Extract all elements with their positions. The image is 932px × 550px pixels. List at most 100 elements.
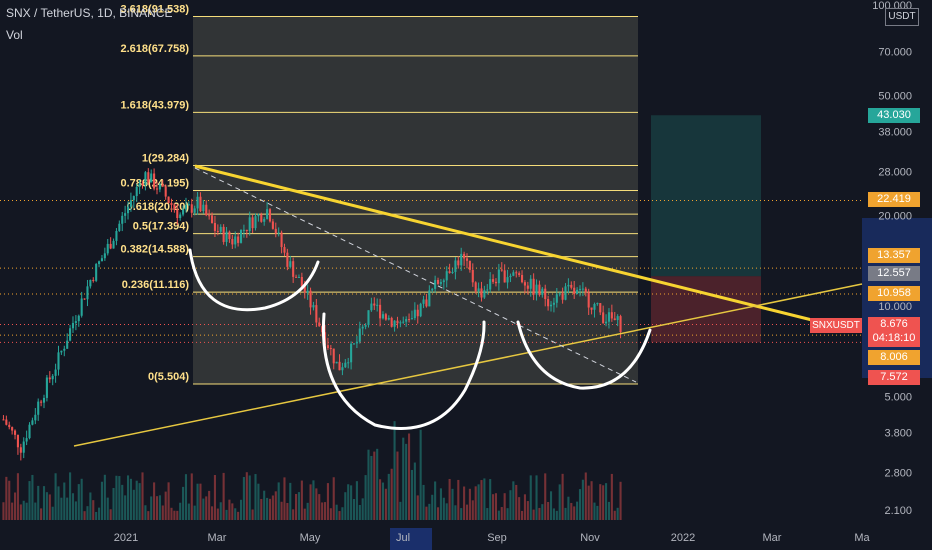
volume-bar (135, 480, 138, 520)
fib-label: 0.236(11.116) (122, 279, 190, 291)
volume-bar (593, 502, 596, 520)
candle (613, 318, 616, 321)
volume-bar (71, 493, 75, 520)
candle (121, 215, 124, 224)
volume-bar (234, 508, 237, 520)
candle (602, 312, 605, 324)
candle (182, 209, 185, 215)
candle (126, 206, 130, 214)
volume-bar (22, 500, 25, 520)
candle (347, 362, 350, 364)
volume-bar (121, 484, 124, 520)
fib-label: 0.5(17.394) (133, 221, 190, 233)
candle (297, 276, 301, 278)
candle (370, 303, 373, 311)
volume-bar (570, 502, 573, 520)
candle (11, 427, 14, 431)
candle (547, 299, 550, 307)
candle (312, 305, 315, 308)
candle (489, 279, 492, 290)
candle (199, 196, 202, 212)
candle (335, 361, 338, 364)
volume-bar (16, 473, 19, 520)
volume-bar (173, 510, 176, 520)
candle (445, 271, 448, 281)
volume-bar (515, 484, 518, 520)
candle (535, 284, 538, 295)
volume-bar (182, 486, 185, 520)
candle (361, 326, 364, 329)
candle (89, 279, 92, 287)
candle (202, 204, 205, 212)
y-tick-label: 28.000 (878, 166, 912, 178)
candle (506, 277, 509, 283)
candle (358, 328, 361, 342)
position-target-zone (651, 115, 761, 277)
candle (242, 229, 245, 231)
volume-bar (150, 496, 153, 520)
candle (51, 375, 54, 380)
volume-bar (358, 504, 361, 520)
candle (144, 172, 147, 185)
volume-bar (124, 495, 127, 520)
candles (2, 168, 622, 461)
volume-bar (74, 501, 77, 520)
candle (616, 316, 619, 321)
volume-bar (474, 486, 477, 520)
candle (92, 279, 95, 281)
candle (176, 209, 179, 219)
candle (225, 231, 228, 242)
y-tick-label: 5.000 (884, 392, 912, 404)
volume-bar (544, 473, 547, 520)
volume-bar (309, 484, 312, 520)
descending-trendline (194, 164, 813, 322)
candle (28, 424, 31, 439)
candle (83, 298, 86, 300)
fib-label: 0.618(20.20) (127, 201, 190, 213)
volume-bar (57, 486, 60, 520)
candle (373, 303, 376, 306)
fib-label: 1.618(43.979) (121, 99, 190, 111)
candle (66, 340, 69, 349)
volume-bar (89, 492, 92, 520)
candle (318, 322, 321, 327)
volume-bar (538, 507, 541, 520)
volume-bar (483, 478, 486, 520)
fib-zone (193, 16, 638, 385)
candle (315, 305, 318, 323)
candle (40, 401, 43, 403)
candle (344, 362, 347, 368)
candle (54, 369, 57, 376)
candle (190, 204, 193, 213)
candle (213, 223, 216, 231)
volume-bar (51, 506, 54, 520)
x-tick-label: Sep (487, 532, 507, 544)
volume-bar (268, 498, 272, 520)
volume-bar (248, 475, 251, 520)
volume-bar (352, 498, 356, 520)
volume-bar (292, 509, 295, 520)
volume-bar (144, 505, 147, 520)
candle (492, 279, 495, 282)
candle (573, 287, 576, 295)
volume-bar (205, 496, 208, 520)
volume-bar (126, 475, 130, 520)
candle (408, 319, 411, 321)
volume-bar (176, 510, 179, 520)
candle (596, 303, 599, 305)
volume-bar (503, 493, 506, 520)
x-tick-label: 2022 (671, 532, 695, 544)
candle (396, 320, 399, 324)
volume-bar (69, 472, 72, 520)
volume-bar (132, 489, 135, 520)
price-tag-grey: 12.557 (868, 266, 920, 281)
volume-bar (619, 481, 622, 520)
candle (518, 273, 521, 276)
candle (37, 401, 40, 415)
candle (532, 278, 535, 295)
volume-bar (48, 494, 51, 520)
candle (303, 286, 306, 293)
currency-unit[interactable]: USDT (885, 8, 919, 26)
candle (549, 304, 553, 307)
